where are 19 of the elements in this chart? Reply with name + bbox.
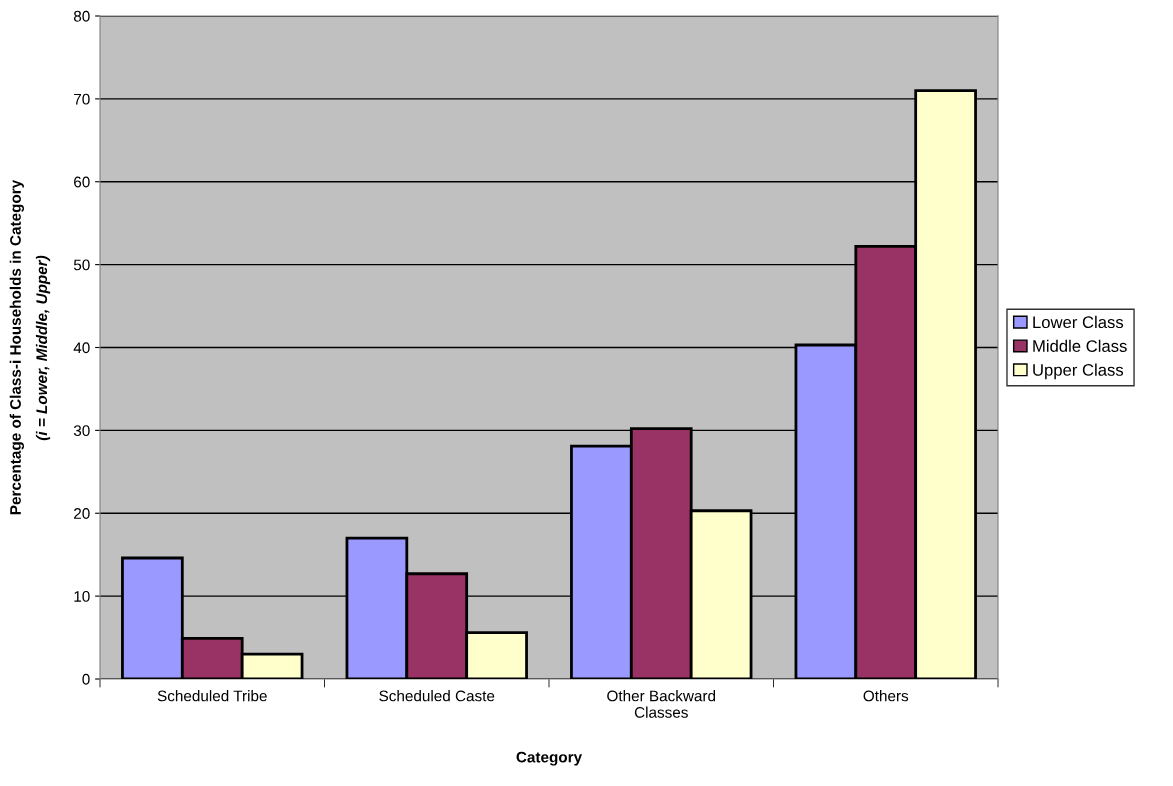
legend-label: Middle Class [1033,339,1127,352]
text: (i = Lower, Middle, Upper) [35,255,51,441]
y-tick-label: 40 [73,342,90,354]
y-axis-title: Percentage of Class-i Households in Category [9,179,24,515]
y-tick-label: 50 [73,259,90,271]
y-tick-label: 0 [82,673,90,685]
y-tick-label: 20 [74,508,90,519]
x-tick-label: Scheduled Caste [379,690,495,702]
legend-label: Lower Class [1033,315,1124,329]
x-tick-label: Scheduled Tribe [157,690,267,702]
x-tick-label: Others [863,690,909,702]
x-axis-title: Category [516,751,583,766]
y-tick-label: 30 [73,425,90,437]
y-tick-label: 70 [74,93,90,105]
y-tick-label: 10 [74,590,90,602]
legend-label: Upper Class [1033,363,1124,380]
y-tick-label: 80 [73,10,90,22]
y-tick-label: 60 [74,176,90,188]
x-tick-label: Other Backward Classes [607,690,716,718]
